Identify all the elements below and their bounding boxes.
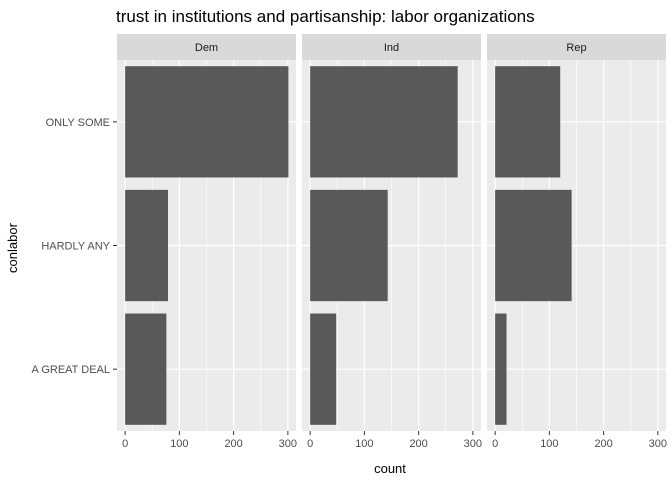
- x-tick-label: 300: [464, 438, 482, 450]
- facet-strip: [117, 34, 296, 60]
- x-tick-label: 200: [409, 438, 427, 450]
- chart-title: trust in institutions and partisanship: …: [116, 7, 535, 26]
- bar-ind-hardly-any: [310, 189, 388, 302]
- x-tick-label: 200: [594, 438, 612, 450]
- bar-ind-a-great-deal: [310, 313, 337, 425]
- x-tick-label: 100: [355, 438, 373, 450]
- bar-dem-a-great-deal: [125, 313, 167, 425]
- x-tick-label: 200: [224, 438, 242, 450]
- facet-strip-label: Dem: [195, 42, 218, 54]
- facet-strip-label: Ind: [384, 42, 399, 54]
- facet-panel-rep: Rep 0 100 200 300: [487, 34, 667, 450]
- x-tick-label: 0: [307, 438, 313, 450]
- facet-strip: [487, 34, 666, 60]
- bar-dem-hardly-any: [125, 189, 168, 302]
- x-tick-label: 0: [492, 438, 498, 450]
- bar-rep-only-some: [495, 66, 561, 178]
- y-axis-title: conlabor: [5, 222, 20, 273]
- bar-rep-a-great-deal: [495, 313, 507, 425]
- x-tick-label: 100: [540, 438, 558, 450]
- x-tick-label: 300: [279, 438, 297, 450]
- facet-panel-ind: Ind 0 100 200 300: [302, 34, 482, 450]
- facet-strip: [302, 34, 481, 60]
- bar-dem-only-some: [125, 66, 289, 178]
- y-tick-label: HARDLY ANY: [41, 241, 110, 253]
- y-tick-label: ONLY SOME: [46, 117, 110, 129]
- x-tick-label: 300: [649, 438, 667, 450]
- x-tick-label: 100: [170, 438, 188, 450]
- x-axis-title: count: [374, 461, 406, 476]
- x-tick-label: 0: [122, 438, 128, 450]
- bar-ind-only-some: [310, 66, 458, 178]
- bar-rep-hardly-any: [495, 189, 572, 302]
- facet-panels: Dem 0 100 200 300 Ind 0 100 200 300 Rep 0 100 200 300: [117, 34, 667, 450]
- facet-panel-dem: Dem 0 100 200 300: [117, 34, 297, 450]
- facet-strip-label: Rep: [566, 42, 586, 54]
- y-tick-label: A GREAT DEAL: [32, 364, 110, 376]
- y-axis: A GREAT DEAL HARDLY ANY ONLY SOME: [32, 117, 117, 376]
